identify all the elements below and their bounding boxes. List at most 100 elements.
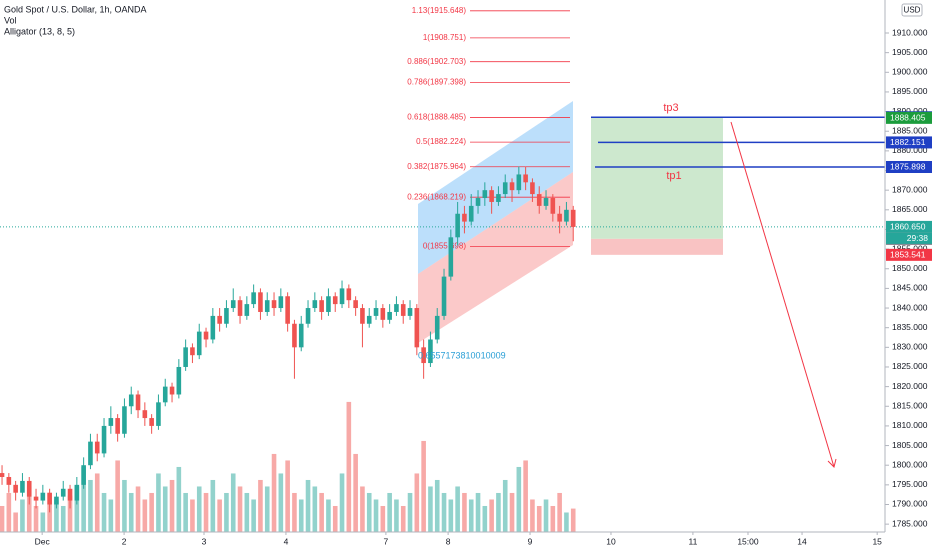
y-tick-label: 1900.000 (892, 67, 928, 77)
candle-body (81, 465, 86, 485)
candle-body (210, 315, 216, 340)
candle-body (496, 194, 501, 202)
fib-label: 0.236(1868.219) (407, 192, 466, 201)
fib-ratio-note: 0.6557173810010009 (418, 350, 506, 360)
candle-body (149, 418, 154, 426)
x-tick-label: 2 (122, 536, 127, 546)
candle-body (298, 323, 304, 348)
candle-body (67, 488, 73, 501)
fib-label: 0.886(1902.703) (407, 57, 466, 66)
axes-layer: 1785.000 1790.000 1795.000 1800.000 1805.000… (35, 27, 932, 546)
y-tick-label: 1785.000 (892, 518, 928, 528)
volume-bar (101, 492, 107, 532)
volume-bar (285, 460, 290, 532)
volume-bar (237, 486, 243, 532)
candle-body (570, 209, 576, 227)
candle-body (387, 311, 392, 320)
candle-body (142, 410, 148, 419)
volume-bar (196, 486, 202, 532)
x-tick-label: 15 (872, 536, 882, 546)
candle-body (339, 288, 345, 305)
candle-body (13, 484, 18, 493)
volume-bar (94, 473, 100, 532)
volume-bar (40, 512, 46, 532)
candle-body (373, 308, 379, 316)
candle-body (557, 213, 562, 222)
candle-body (530, 182, 535, 195)
candle-body (319, 300, 324, 312)
volume-bar (428, 486, 433, 532)
x-tick-label: 9 (528, 536, 533, 546)
y-tick-label: 1910.000 (892, 27, 928, 37)
volume-bar (244, 492, 250, 532)
candle-body (455, 213, 460, 238)
candle-body (475, 198, 481, 206)
volume-bar (183, 492, 188, 532)
volume-bar (0, 505, 5, 532)
y-tick-label: 1795.000 (892, 479, 928, 489)
volume-bar (326, 499, 331, 532)
volume-bar (224, 492, 229, 532)
candle-body (88, 441, 93, 466)
candle-body (108, 418, 114, 426)
candle-body (122, 406, 127, 434)
volume-bar (74, 486, 80, 532)
candle-body (285, 296, 290, 324)
indicator-label: Vol (4, 15, 17, 25)
volume-bar (434, 479, 440, 532)
candle-body (169, 386, 175, 395)
y-tick-label: 1835.000 (892, 322, 928, 332)
volume-bar (128, 492, 134, 532)
volume-bar (400, 505, 406, 532)
candle-body (489, 190, 494, 202)
volume-bar (312, 486, 318, 532)
volume-bar (6, 492, 12, 532)
x-tick-label: Dec (35, 536, 51, 546)
y-tick-label: 1815.000 (892, 401, 928, 411)
volume-bar (482, 505, 488, 532)
volume-bar (339, 473, 345, 532)
candle-body (251, 292, 256, 305)
candle-body (176, 366, 182, 395)
candle-body (400, 304, 406, 316)
candle-body (244, 304, 250, 316)
volume-bar (360, 486, 365, 532)
volume-bar (305, 479, 311, 532)
profit-zone (591, 117, 723, 239)
volume-bar (421, 440, 426, 532)
y-tick-label: 1850.000 (892, 263, 928, 273)
candle-body (0, 473, 5, 477)
volume-bar (88, 479, 93, 532)
y-tick-label: 1905.000 (892, 47, 928, 57)
price-tag-label: 1888.405 (890, 113, 926, 123)
volume-bar (550, 505, 556, 532)
volume-bar (135, 486, 141, 532)
candle-body (264, 300, 270, 312)
countdown-label: 29:38 (907, 233, 929, 243)
volume-bar (468, 499, 474, 532)
candle-body (550, 198, 556, 214)
y-tick-label: 1790.000 (892, 499, 928, 509)
tp-label: tp3 (663, 102, 678, 114)
volume-bar (298, 499, 304, 532)
x-tick-label: 7 (384, 536, 389, 546)
y-tick-label: 1855.000 (892, 243, 928, 253)
candle-body (230, 300, 236, 309)
y-tick-label: 1880.000 (892, 145, 928, 155)
price-tag-label: 1853.541 (890, 250, 926, 260)
volume-bar (536, 505, 542, 532)
volume-bar (332, 505, 338, 532)
volume-bar (387, 492, 392, 532)
price-axis-bg (885, 0, 932, 550)
candle-body (237, 300, 243, 316)
volume-bar (455, 486, 460, 532)
x-tick-label: 15:00 (737, 536, 759, 546)
fib-label: 0.618(1888.485) (407, 113, 466, 122)
candle-body (203, 331, 209, 340)
volume-bar (115, 460, 120, 532)
candle-body (278, 296, 284, 309)
x-tick-label: 14 (797, 536, 807, 546)
position-layer (0, 116, 885, 255)
volume-bar (380, 505, 386, 532)
volume-bar (570, 508, 576, 532)
